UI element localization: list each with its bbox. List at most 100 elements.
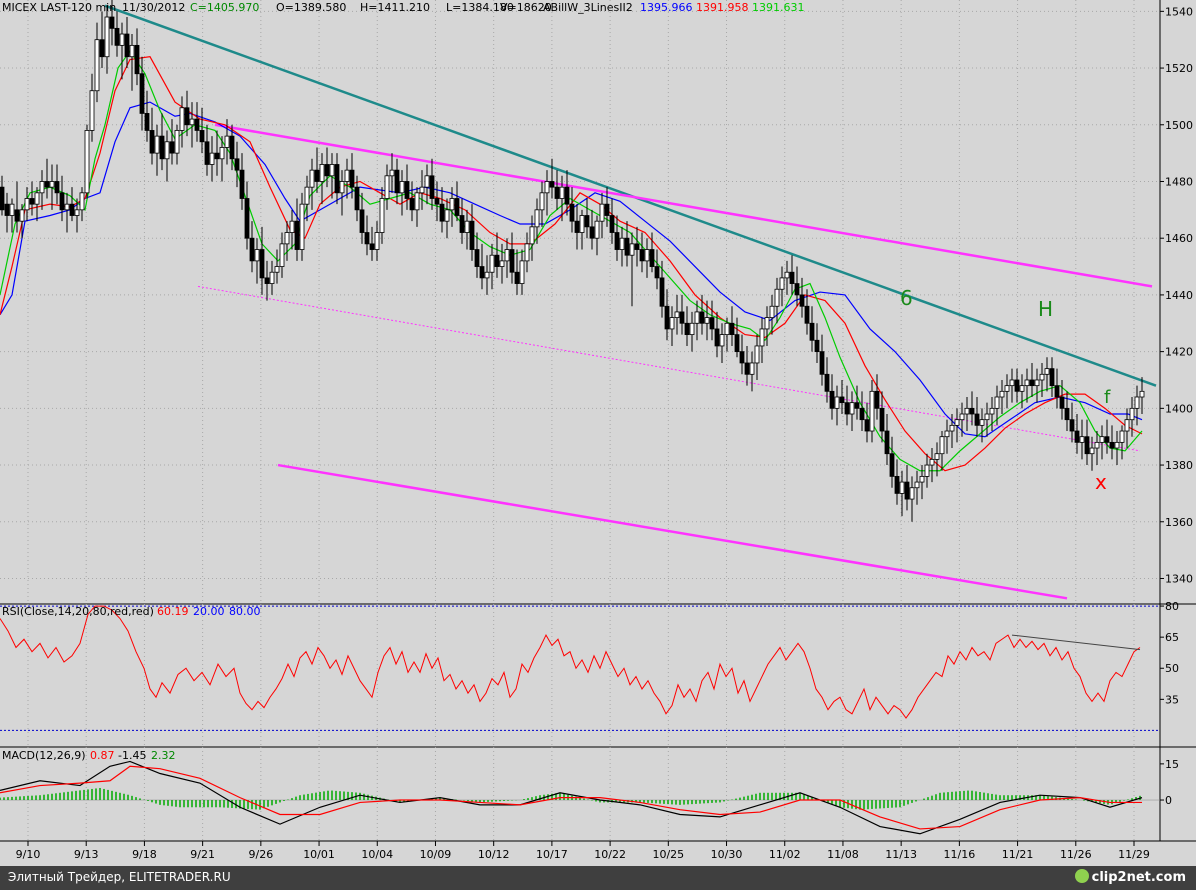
candle-body (814, 339, 820, 353)
header-date: 11/30/2012 (122, 1, 185, 14)
candle-body (924, 464, 930, 477)
candle-body (549, 181, 555, 188)
candle-body (729, 322, 735, 336)
candle-body (959, 413, 965, 421)
candle-body (354, 186, 360, 211)
y-tick-label: 1480 (1165, 175, 1193, 188)
rsi-tick-label: 80 (1165, 600, 1179, 613)
candle-body (369, 243, 375, 250)
candle-body (164, 141, 170, 160)
candle-body (99, 39, 105, 58)
candle-body (394, 169, 400, 194)
candle-body (359, 209, 365, 233)
candle-body (314, 169, 320, 182)
candle-body (1134, 396, 1140, 409)
candle-body (994, 396, 1000, 409)
x-tick-label: 9/13 (74, 848, 99, 861)
candle-body (754, 345, 760, 364)
header-close: C=1405.970 (190, 1, 259, 14)
candle-body (334, 164, 340, 194)
candle-body (499, 260, 505, 267)
candle-body (249, 237, 255, 262)
candle-body (1004, 385, 1010, 392)
candle-body (889, 453, 895, 477)
y-tick-label: 1380 (1165, 459, 1193, 472)
rsi-line (0, 605, 1141, 719)
macd-tick-label: 15 (1165, 758, 1179, 771)
candle-body (474, 249, 480, 267)
candle-body (159, 135, 165, 160)
candle-body (349, 169, 355, 188)
x-tick-label: 10/25 (652, 848, 684, 861)
grid (0, 0, 1160, 841)
candle-body (899, 481, 905, 494)
candle-body (809, 322, 815, 341)
candle-body (739, 351, 745, 364)
candle-body (284, 232, 290, 245)
candle-body (784, 271, 790, 279)
x-tick-label: 9/21 (190, 848, 215, 861)
x-tick-label: 10/30 (711, 848, 743, 861)
y-tick-label: 1500 (1165, 119, 1193, 132)
candle-body (894, 475, 900, 494)
candle-body (764, 317, 770, 330)
x-tick-label: 11/02 (769, 848, 801, 861)
candle-body (954, 419, 960, 426)
candle-body (799, 294, 805, 307)
candle-body (789, 271, 795, 284)
candle-body (339, 181, 345, 194)
candle-body (1009, 379, 1015, 387)
trendline (214, 123, 1153, 288)
candle-body (174, 130, 180, 154)
candle-body (724, 322, 730, 336)
candle-body (94, 39, 100, 92)
candle-body (434, 198, 440, 205)
candle-body (9, 203, 15, 216)
candle-body (44, 181, 50, 188)
candle-body (439, 203, 445, 222)
candle-body (1079, 436, 1085, 443)
candle-body (409, 198, 415, 211)
candle-body (859, 407, 865, 421)
candle-body (659, 277, 665, 307)
candle-body (744, 362, 750, 375)
candle-body (1119, 430, 1125, 443)
macd-panel (0, 760, 1160, 835)
footer-source-text: Элитный Трейдер, ELITETRADER.RU (8, 870, 231, 884)
x-tick-label: 11/26 (1060, 848, 1092, 861)
candle-body (24, 198, 30, 211)
candle-body (644, 249, 650, 262)
y-tick-label: 1340 (1165, 572, 1193, 585)
candle-body (824, 373, 830, 392)
rsi-header-label: RSI(Close,14,20,80,red,red) (2, 605, 154, 618)
candle-body (454, 198, 460, 216)
x-tick-label: 9/10 (16, 848, 41, 861)
candle-body (389, 169, 395, 177)
x-tick-label: 10/12 (478, 848, 510, 861)
candle-body (584, 215, 590, 228)
candle-body (154, 135, 160, 154)
candle-body (444, 209, 450, 222)
candle-body (429, 175, 435, 199)
macd-line (0, 765, 1142, 830)
candle-body (259, 249, 265, 279)
candle-body (399, 181, 405, 194)
candle-body (669, 317, 675, 330)
candle-body (689, 322, 695, 336)
candle-body (719, 334, 725, 347)
candle-body (944, 430, 950, 438)
x-tick-label: 10/04 (361, 848, 393, 861)
candle-body (324, 164, 330, 177)
x-tick-label: 9/26 (248, 848, 273, 861)
candle-body (504, 249, 510, 262)
candle-body (1029, 379, 1035, 387)
candle-body (204, 141, 210, 165)
candle-body (1039, 373, 1045, 381)
macd-header-hist: 2.32 (151, 749, 176, 762)
candle-body (344, 169, 350, 182)
candle-body (169, 141, 175, 154)
rsi-header-value: 60.19 (157, 605, 189, 618)
x-tick-label: 11/08 (827, 848, 859, 861)
footer-logo[interactable]: clip2net.com (1074, 869, 1186, 885)
candle-body (219, 147, 225, 160)
